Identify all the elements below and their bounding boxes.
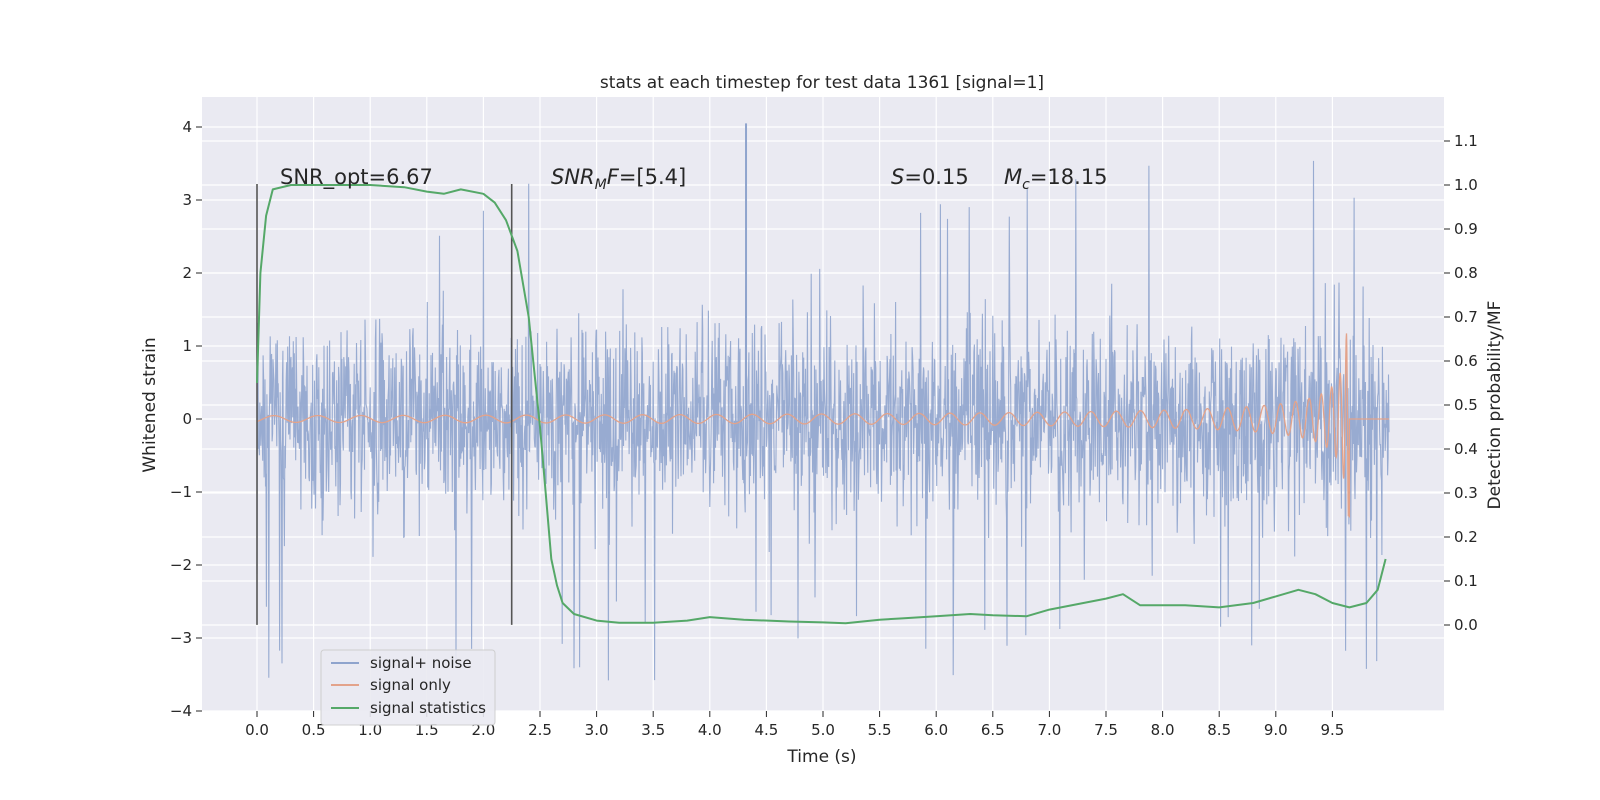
x-tick-label: 7.5 — [1094, 721, 1118, 739]
x-tick-label: 0.0 — [245, 721, 269, 739]
legend-label-noise: signal+ noise — [370, 654, 472, 672]
y-axis-label: Whitened strain — [140, 337, 160, 472]
x-tick-label: 4.5 — [754, 721, 778, 739]
marker-lines — [256, 183, 513, 625]
y-right-tick-label: 0.5 — [1454, 396, 1478, 414]
statistics-trace — [256, 184, 1387, 625]
x-axis-label: Time (s) — [786, 747, 856, 767]
y-right-tick-label: 1.1 — [1454, 132, 1478, 150]
y-tick-label: 2 — [182, 264, 192, 282]
y-right-tick-label: 0.4 — [1454, 440, 1478, 458]
legend-label-signal: signal only — [370, 676, 451, 694]
y-tick-label: 4 — [182, 118, 192, 136]
y-tick-label: −4 — [170, 702, 192, 720]
y-tick-label: 1 — [182, 337, 192, 355]
annotation-mc: Mc=18.15 — [1004, 165, 1108, 193]
legend-label-stat: signal statistics — [370, 699, 486, 717]
y-right-tick-label: 0.8 — [1454, 264, 1478, 282]
chirp-trace — [256, 333, 1389, 518]
x-tick-label: 5.5 — [868, 721, 892, 739]
y-right-tick-label: 0.7 — [1454, 308, 1478, 326]
axis-ticks: 0.0 0.5 1.0 1.5 2.0 2.5 3.0 3.5 4.0 4.5 5.0 5.5 6.0 6… — [170, 118, 1478, 739]
chart-title: stats at each timestep for test data 136… — [600, 73, 1044, 93]
y-right-tick-label: 0.6 — [1454, 352, 1478, 370]
x-tick-label: 0.5 — [302, 721, 326, 739]
x-tick-label: 9.5 — [1320, 721, 1344, 739]
x-tick-label: 8.5 — [1207, 721, 1231, 739]
y-tick-label: −3 — [170, 629, 192, 647]
x-tick-label: 3.5 — [641, 721, 665, 739]
y-tick-label: −2 — [170, 556, 192, 574]
y-right-tick-label: 0.1 — [1454, 572, 1478, 590]
x-tick-label: 7.0 — [1037, 721, 1061, 739]
x-tick-label: 2.5 — [528, 721, 552, 739]
y-right-tick-label: 0.9 — [1454, 220, 1478, 238]
series-signal-statistics — [256, 184, 1387, 625]
series-signal-only — [256, 333, 1389, 518]
annotation-mc-value: =18.15 — [1030, 165, 1108, 189]
x-tick-label: 6.5 — [981, 721, 1005, 739]
legend: signal+ noise signal only signal statist… — [320, 649, 496, 726]
noise-trace — [256, 160, 1390, 681]
legend-frame — [320, 649, 496, 726]
x-tick-label: 6.0 — [924, 721, 948, 739]
x-tick-label: 5.0 — [811, 721, 835, 739]
x-tick-label: 3.0 — [585, 721, 609, 739]
y-tick-label: 0 — [182, 410, 192, 428]
series-signal-plus-noise — [256, 123, 1390, 681]
annotation-snr-mf-value: =[5.4] — [619, 165, 686, 189]
annotation-snr-opt: SNR_opt=6.67 — [280, 165, 433, 190]
x-tick-label: 8.0 — [1151, 721, 1175, 739]
y-tick-label: 3 — [182, 191, 192, 209]
x-tick-label: 9.0 — [1264, 721, 1288, 739]
y-tick-label: −1 — [170, 483, 192, 501]
y-right-tick-label: 0.3 — [1454, 484, 1478, 502]
x-tick-label: 4.0 — [698, 721, 722, 739]
y-right-tick-label: 0.2 — [1454, 528, 1478, 546]
annotation-s-value: =0.15 — [904, 165, 968, 189]
y-axis-right-label: Detection probability/MF — [1485, 301, 1505, 510]
y-right-tick-label: 0.0 — [1454, 616, 1478, 634]
y-right-tick-label: 1.0 — [1454, 176, 1478, 194]
annotation-snr-mf: SNRMF=[5.4] — [551, 165, 686, 193]
annotation-s: S=0.15 — [891, 165, 969, 189]
